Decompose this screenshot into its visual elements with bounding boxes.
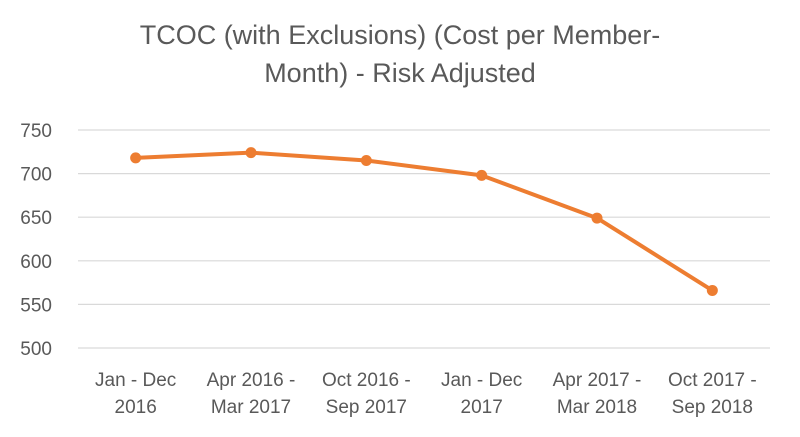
x-tick-label: Oct 2016 - [322, 370, 411, 391]
chart-title-line-1: TCOC (with Exclusions) (Cost per Member- [139, 20, 661, 50]
x-tick-label: Sep 2018 [672, 397, 753, 418]
data-point [591, 212, 603, 224]
series-layer [130, 147, 718, 296]
x-tick-label: 2016 [115, 397, 157, 418]
data-point [130, 152, 142, 164]
x-tick-label: Mar 2018 [557, 397, 637, 418]
x-tick-label: Apr 2016 - [207, 370, 296, 391]
x-tick-label: Oct 2017 - [668, 370, 757, 391]
gridlines [78, 129, 770, 349]
data-point [476, 169, 488, 181]
data-point [706, 284, 718, 296]
data-point [360, 155, 372, 167]
y-tick-label: 650 [20, 208, 52, 229]
chart-title-line-2: Month) - Risk Adjusted [264, 58, 536, 88]
y-tick-label: 600 [20, 252, 52, 273]
x-tick-label: 2017 [461, 397, 503, 418]
y-tick-label: 750 [20, 121, 52, 142]
x-tick-label: Sep 2017 [326, 397, 407, 418]
y-tick-label: 500 [20, 339, 52, 360]
data-point [245, 147, 257, 159]
x-axis-ticks: Jan - Dec 2016 Apr 2016 - Mar 2017 Oct 2016 … [95, 370, 757, 418]
y-tick-label: 700 [20, 165, 52, 186]
x-tick-label: Jan - Dec [95, 370, 176, 391]
x-tick-label: Apr 2017 - [553, 370, 642, 391]
x-tick-label: Jan - Dec [441, 370, 522, 391]
y-tick-label: 550 [20, 295, 52, 316]
chart-title: TCOC (with Exclusions) (Cost per Member-… [0, 16, 800, 92]
x-tick-label: Mar 2017 [211, 397, 291, 418]
y-axis-ticks: 500 550 600 650 700 750 [20, 121, 52, 360]
series-line [133, 150, 715, 293]
